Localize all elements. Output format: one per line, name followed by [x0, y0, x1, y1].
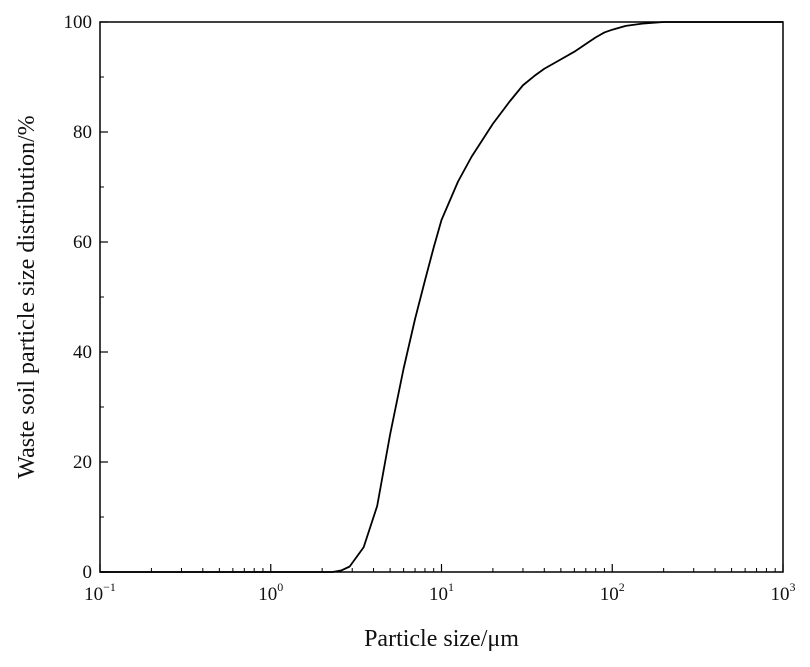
- y-tick-label: 60: [73, 232, 92, 253]
- major-ticks: [99, 21, 784, 573]
- y-tick-label: 40: [73, 342, 92, 363]
- x-tick-label: 10−1: [84, 580, 116, 605]
- y-tick-label: 80: [73, 122, 92, 143]
- x-axis-title: Particle size/μm: [364, 626, 519, 652]
- minor-ticks: [100, 76, 776, 572]
- x-tick-label: 103: [771, 580, 796, 605]
- y-tick-label: 100: [64, 12, 93, 33]
- x-tick-label: 102: [600, 580, 625, 605]
- y-tick-label: 20: [73, 452, 92, 473]
- y-axis-title: Waste soil particle size distribution/%: [14, 115, 40, 478]
- x-tick-labels: 10−1 100 101 102 103: [84, 580, 795, 605]
- y-tick-label: 0: [83, 562, 93, 583]
- x-tick-label: 100: [258, 580, 283, 605]
- y-tick-labels: 0 20 40 60 80 100: [64, 12, 93, 583]
- distribution-curve: [100, 21, 783, 573]
- x-tick-label: 101: [429, 580, 454, 605]
- plot-frame: [99, 21, 784, 573]
